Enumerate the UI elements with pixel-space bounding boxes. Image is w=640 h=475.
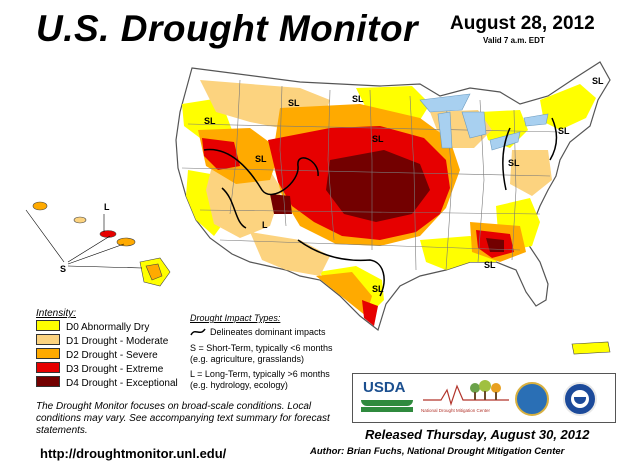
impact-label-sl-wyoming: SL [255, 154, 267, 164]
impact-label-sl-ohio: SL [508, 158, 520, 168]
legend-item-d0: D0 Abnormally Dry [36, 320, 150, 333]
author-credit: Author: Brian Fuchs, National Drought Mi… [310, 446, 565, 457]
release-date: Released Thursday, August 30, 2012 [365, 427, 590, 442]
great-lakes [419, 93, 549, 151]
usda-logo-text: USDA [363, 379, 406, 396]
impact-label-sl-montana: SL [288, 98, 300, 108]
ndmc-logo-graphic [423, 380, 509, 407]
legend-swatch-d2 [36, 348, 60, 359]
impact-label-l-nevada: L [262, 220, 268, 230]
impact-short-term-example: (e.g. agriculture, grasslands) [190, 354, 305, 364]
legend-swatch-d3 [36, 362, 60, 373]
legend-swatch-d0 [36, 320, 60, 331]
partner-logos: USDA National Drought Mitigation Center [352, 373, 616, 423]
legend-title: Intensity: [36, 308, 77, 319]
map-title: U.S. Drought Monitor [36, 8, 418, 49]
legend-item-d4: D4 Drought - Exceptional [36, 376, 178, 389]
impact-delineates: Delineates dominant impacts [210, 327, 326, 337]
legend-swatch-d4 [36, 376, 60, 387]
impact-short-term: S = Short-Term, typically <6 months [190, 343, 333, 353]
legend-label-d0: D0 Abnormally Dry [66, 322, 150, 333]
impact-types-title: Drought Impact Types: [190, 313, 281, 323]
ndmc-logo: National Drought Mitigation Center [421, 378, 511, 418]
impact-boundaries [203, 117, 558, 297]
state-borders [181, 79, 561, 271]
ndmc-logo-text: National Drought Mitigation Center [421, 408, 491, 413]
impact-long-term: L = Long-Term, typically >6 months [190, 369, 330, 379]
hawaii [25, 201, 171, 287]
valid-time: Valid 7 a.m. EDT [483, 36, 545, 45]
impact-label-sl-texas: SL [372, 284, 384, 294]
impact-label-l-hawaii: L [104, 202, 110, 212]
legend-item-d3: D3 Drought - Extreme [36, 362, 164, 375]
commerce-seal-icon [515, 382, 549, 416]
impact-label-sl-west: SL [204, 116, 216, 126]
legend-item-d1: D1 Drought - Moderate [36, 334, 169, 347]
map-impact-labels: SL SL SL SL SL SL SL SL SL SL L L S [60, 76, 604, 294]
usda-logo: USDA [361, 379, 413, 415]
impact-label-sl-southeast: SL [484, 260, 496, 270]
puerto-rico [571, 341, 611, 355]
impact-label-s-hawaii: S [60, 264, 66, 274]
impact-label-sl-midwest: SL [372, 134, 384, 144]
legend-swatch-d1 [36, 334, 60, 345]
map-date: August 28, 2012 [450, 13, 595, 34]
legend-label-d2: D2 Drought - Severe [66, 350, 158, 361]
impact-label-sl-northeast: SL [558, 126, 570, 136]
impact-long-term-example: (e.g. hydrology, ecology) [190, 380, 288, 390]
impact-label-sl-maine: SL [592, 76, 604, 86]
noaa-seal-icon [563, 382, 597, 416]
legend-label-d1: D1 Drought - Moderate [66, 336, 169, 347]
disclaimer-note: The Drought Monitor focuses on broad-sca… [36, 401, 330, 436]
d4-areas [270, 150, 504, 252]
website-url[interactable]: http://droughtmonitor.unl.edu/ [40, 446, 227, 461]
legend-item-d2: D2 Drought - Severe [36, 348, 158, 361]
impact-line-icon [190, 328, 206, 336]
legend-label-d4: D4 Drought - Exceptional [66, 378, 178, 389]
legend-label-d3: D3 Drought - Extreme [66, 364, 164, 375]
impact-label-sl-dakotas: SL [352, 94, 364, 104]
